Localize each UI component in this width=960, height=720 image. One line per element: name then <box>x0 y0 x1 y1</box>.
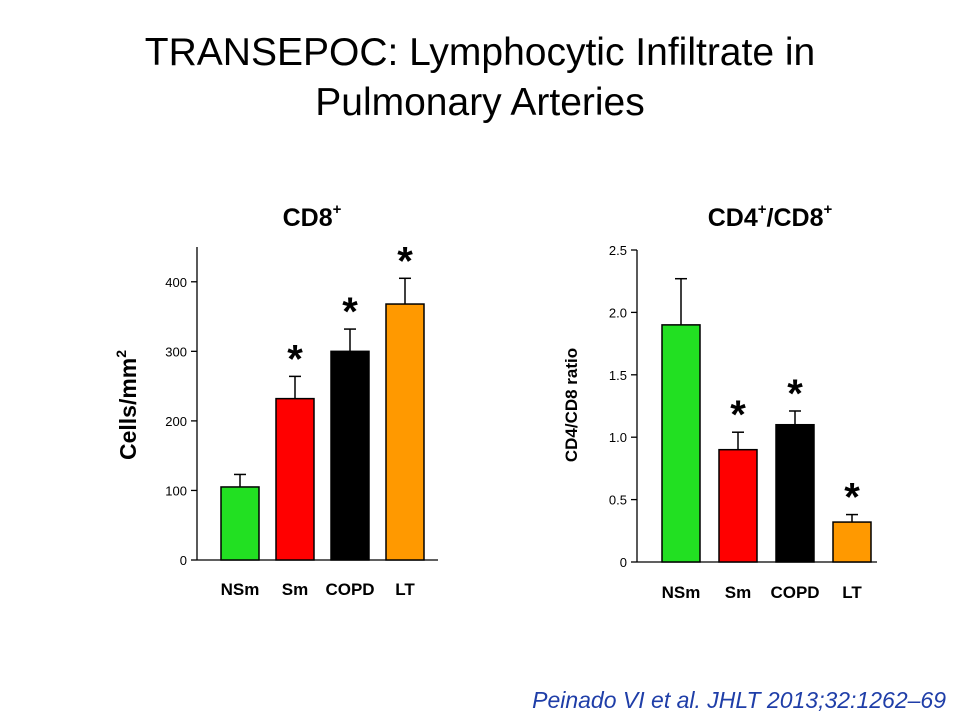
chart-cd8-significance-star-lt: * <box>397 239 413 283</box>
slide-title-line-1: TRANSEPOC: Lymphocytic Infiltrate in <box>144 31 816 74</box>
chart-cd8-bar-copd <box>330 350 370 561</box>
chart-cd4-cd8-significance-star-sm: * <box>730 393 746 437</box>
chart-cd4-cd8-bars: NSm * Sm * COPD * LT <box>661 277 872 602</box>
chart-cd4-cd8-category-label-lt: LT <box>842 583 862 602</box>
chart-cd4-cd8-bar-sm <box>718 448 758 563</box>
chart-cd8-bar-nsm <box>220 486 260 561</box>
slide-title-line-2: Pulmonary Arteries <box>315 81 645 124</box>
chart-cd4-cd8-title: CD4+/CD8+ <box>708 201 833 232</box>
chart-cd8-bars: NSm * Sm * COPD * LT <box>220 239 425 599</box>
chart-cd4-cd8-y-tick-label: 0 <box>620 555 627 570</box>
chart-cd4-cd8-y-tick-label: 0.5 <box>609 493 627 508</box>
chart-cd8-category-label-nsm: NSm <box>221 580 260 599</box>
chart-cd8-significance-star-copd: * <box>342 290 358 334</box>
chart-cd4-cd8-y-axis-label: CD4/CD8 ratio <box>562 348 581 462</box>
chart-cd8-significance-star-sm: * <box>287 337 303 381</box>
chart-cd8: CD8+ Cells/mm2 0 100 200 300 400 NSm * Sm * COPD… <box>113 201 438 599</box>
chart-cd8-y-tick-label: 100 <box>165 483 187 498</box>
chart-cd4-cd8-bar-copd <box>775 423 815 563</box>
chart-cd4-cd8: CD4+/CD8+ CD4/CD8 ratio 0 0.5 1.0 1.5 2.0 2.5… <box>562 201 877 602</box>
chart-cd8-y-tick-label: 300 <box>165 344 187 359</box>
chart-cd8-bar-lt <box>385 303 425 561</box>
chart-cd8-y-tick-label: 400 <box>165 275 187 290</box>
chart-cd4-cd8-significance-star-copd: * <box>787 372 803 416</box>
chart-cd8-y-axis-label: Cells/mm2 <box>113 350 141 460</box>
slide-title: TRANSEPOC: Lymphocytic Infiltrate in Pul… <box>0 28 960 128</box>
chart-cd8-category-label-sm: Sm <box>282 580 308 599</box>
chart-cd4-cd8-category-label-copd: COPD <box>770 583 819 602</box>
chart-cd4-cd8-category-label-sm: Sm <box>725 583 751 602</box>
chart-cd8-y-tick-label: 0 <box>180 553 187 568</box>
chart-cd4-cd8-bar-nsm <box>661 324 701 563</box>
chart-cd8-axes: 0 100 200 300 400 <box>165 247 438 568</box>
chart-cd8-bar-sm <box>275 397 315 561</box>
chart-cd8-title: CD8+ <box>283 201 342 232</box>
citation: Peinado VI et al. JHLT 2013;32:1262–69 <box>532 687 946 713</box>
chart-cd4-cd8-category-label-nsm: NSm <box>662 583 701 602</box>
chart-cd8-category-label-lt: LT <box>395 580 415 599</box>
chart-cd4-cd8-y-tick-label: 2.5 <box>609 243 627 258</box>
chart-cd4-cd8-significance-star-lt: * <box>844 476 860 520</box>
chart-cd8-y-tick-label: 200 <box>165 414 187 429</box>
chart-cd4-cd8-y-tick-label: 1.0 <box>609 430 627 445</box>
chart-cd8-category-label-copd: COPD <box>325 580 374 599</box>
chart-cd4-cd8-y-tick-label: 2.0 <box>609 305 627 320</box>
chart-cd4-cd8-y-tick-label: 1.5 <box>609 368 627 383</box>
chart-cd4-cd8-bar-lt <box>832 521 872 563</box>
